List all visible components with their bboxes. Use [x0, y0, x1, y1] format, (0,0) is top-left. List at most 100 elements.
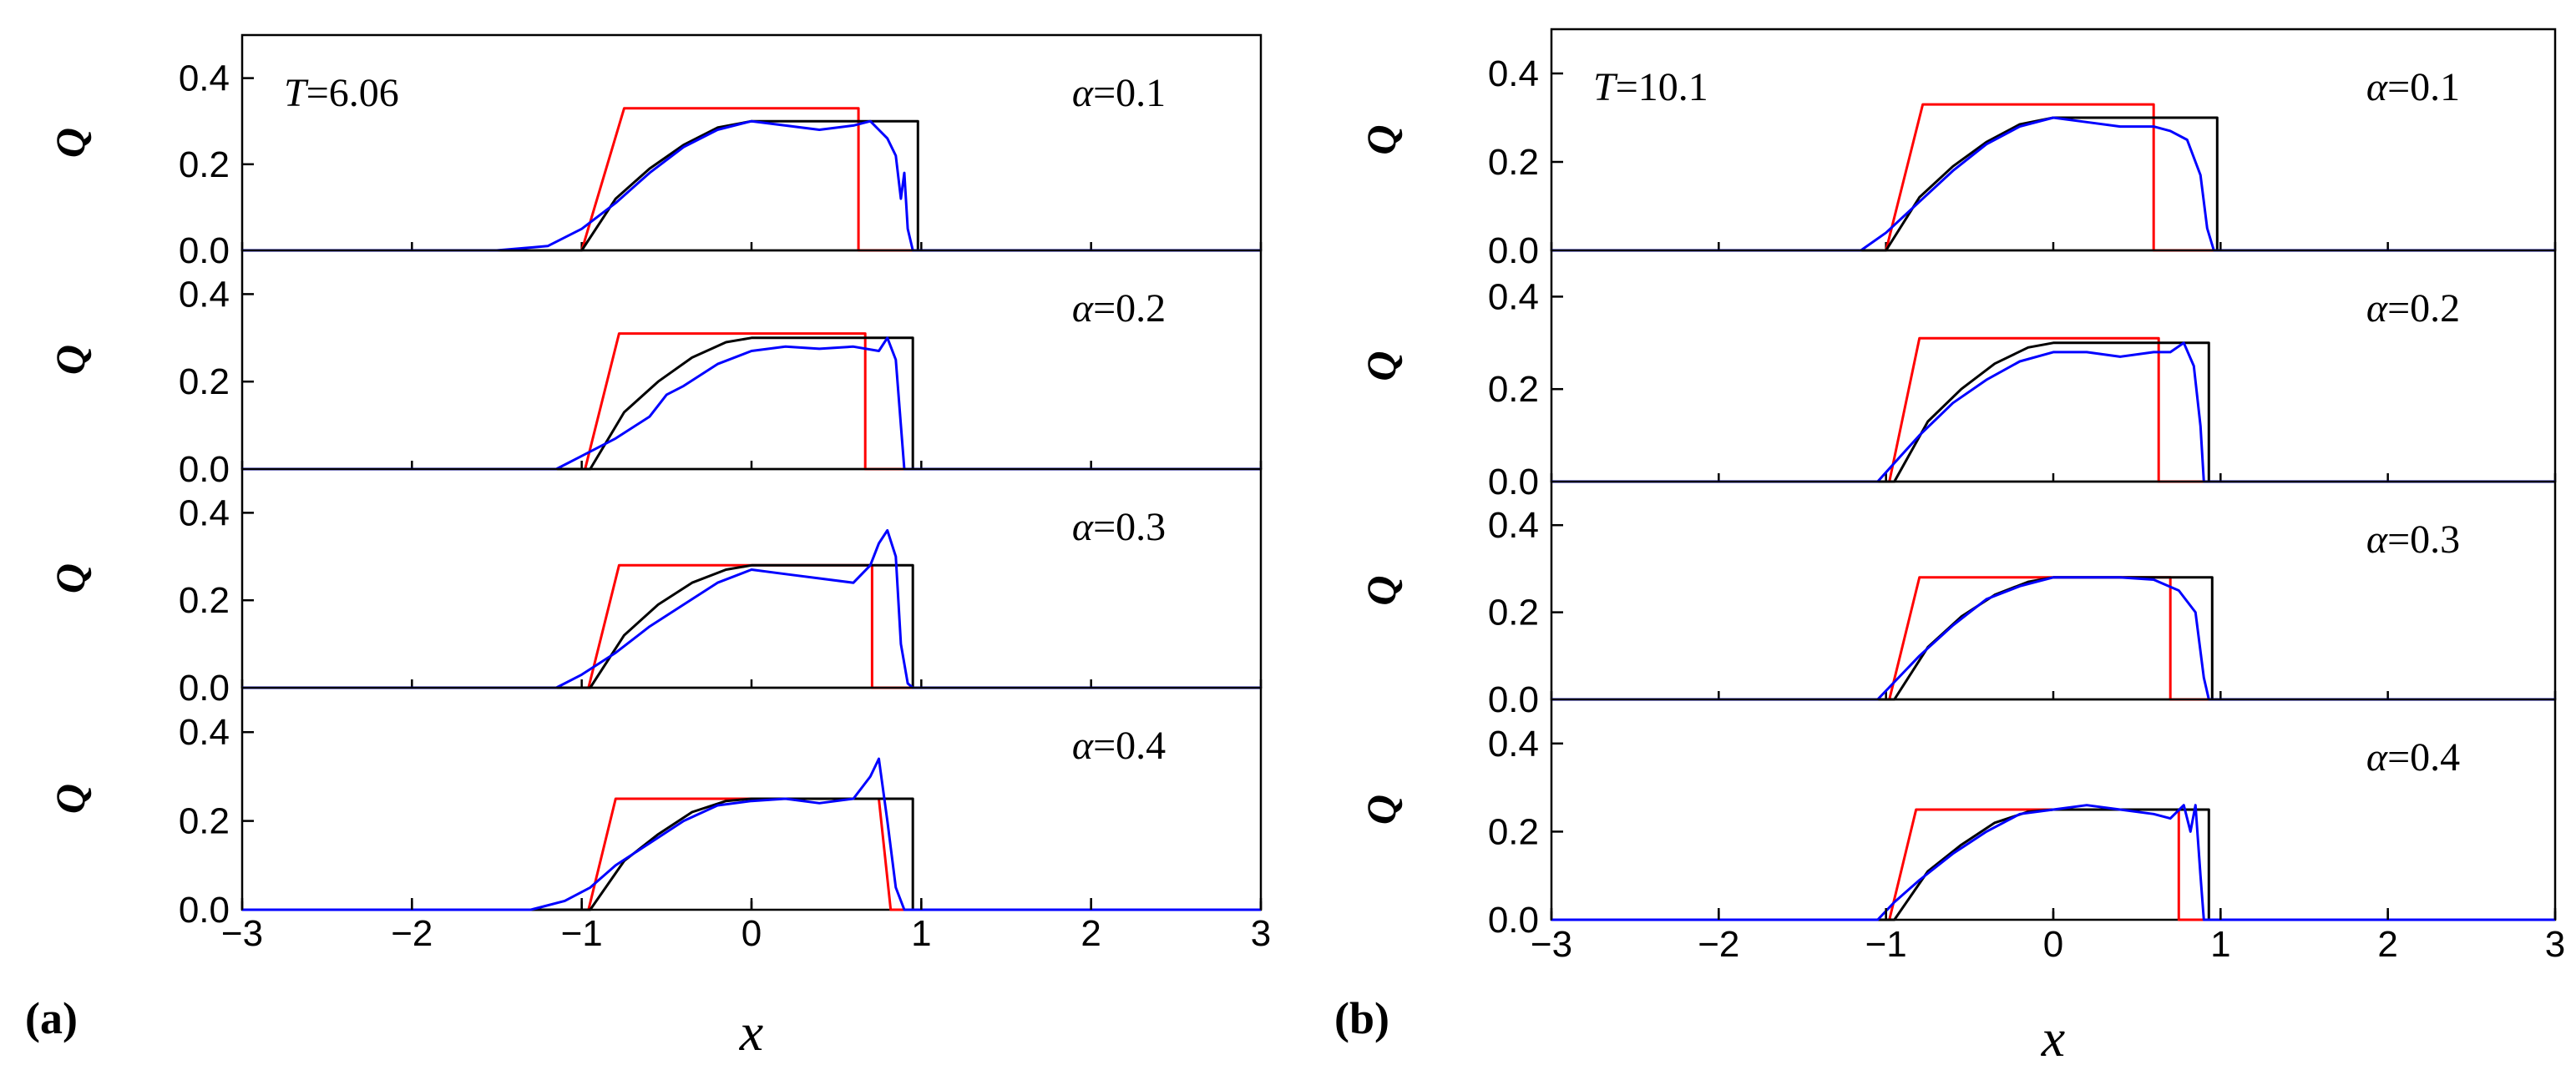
y-axis-label: Q: [47, 784, 94, 814]
series-blue-line: [242, 336, 1261, 471]
y-tick-label: 0.0: [179, 890, 230, 931]
series-black-line: [242, 563, 1261, 689]
y-tick-label: 0.2: [179, 580, 230, 621]
y-axis-label: Q: [1358, 795, 1404, 825]
y-tick-label: 0.2: [1488, 142, 1539, 183]
y-axis-label: Q: [47, 128, 94, 158]
series-black-line: [1551, 808, 2555, 921]
x-tick-label: −3: [1531, 924, 1572, 965]
panel-b: 0.00.20.4Qα=0.1T=10.10.00.20.4Qα=0.20.00…: [1334, 28, 2565, 1067]
series-red-line: [1551, 808, 2555, 921]
alpha-label: α=0.3: [2366, 517, 2460, 562]
x-tick-label: −1: [1865, 924, 1907, 965]
subplot-alpha-4: 0.0 0.2 0.4 Qα=0.4: [47, 686, 1263, 931]
y-axis-label: Q: [1358, 124, 1404, 154]
y-tick-label: 0.4: [1488, 53, 1539, 94]
plot-frame: [240, 467, 1263, 689]
plot-frame: [1550, 28, 2557, 252]
alpha-label: α=0.4: [2366, 735, 2460, 780]
series-blue-line: [1551, 116, 2555, 252]
subplot-alpha-3: 0.0 0.2 0.4 Qα=0.3: [1358, 480, 2557, 720]
y-tick-label: 0.4: [179, 58, 230, 99]
y-tick-label: 0.4: [179, 712, 230, 753]
subplot-alpha-2: 0.0 0.2 0.4 Qα=0.2: [1358, 249, 2557, 502]
x-tick-label: 0: [741, 913, 762, 954]
series-black-line: [242, 336, 1261, 471]
series-blue-line: [1551, 576, 2555, 701]
series-black-line: [1551, 341, 2555, 483]
y-tick-label: 0.0: [1488, 900, 1539, 941]
alpha-label: α=0.1: [2366, 65, 2460, 109]
y-tick-label: 0.0: [179, 230, 230, 271]
series-red-line: [242, 563, 1261, 689]
plot-frame: [240, 249, 1263, 471]
x-tick-label: 1: [2210, 924, 2230, 965]
series-blue-line: [1551, 341, 2555, 483]
y-tick-label: 0.2: [1488, 369, 1539, 410]
alpha-label: α=0.4: [1072, 724, 1166, 768]
y-tick-label: 0.2: [179, 144, 230, 185]
x-axis-label: x: [2041, 1008, 2065, 1067]
series-red-line: [242, 797, 1261, 911]
panel-label: (a): [25, 993, 78, 1043]
x-tick-label: 2: [2377, 924, 2397, 965]
y-axis-label: Q: [47, 563, 94, 593]
panel-label: (b): [1334, 993, 1389, 1043]
time-label: T=10.1: [1593, 65, 1708, 109]
x-tick-label: −2: [1698, 924, 1739, 965]
x-tick-label: 3: [2545, 924, 2565, 965]
alpha-label: α=0.2: [1072, 286, 1166, 331]
y-tick-label: 0.0: [1488, 462, 1539, 502]
y-tick-label: 0.4: [179, 492, 230, 533]
y-tick-label: 0.2: [1488, 593, 1539, 633]
x-tick-label: −2: [391, 913, 433, 954]
x-tick-label: −3: [221, 913, 263, 954]
y-tick-label: 0.0: [179, 668, 230, 709]
plot-frame: [1550, 249, 2557, 483]
y-tick-label: 0.4: [1488, 505, 1539, 546]
panel-a: 0.00.20.4Qα=0.1T=6.060.00.20.4Qα=0.20.00…: [25, 33, 1271, 1062]
x-tick-label: 2: [1081, 913, 1101, 954]
series-black-line: [1551, 576, 2555, 701]
y-tick-label: 0.4: [179, 274, 230, 315]
series-blue-line: [242, 757, 1261, 911]
series-blue-line: [242, 119, 1261, 252]
subplot-alpha-2: 0.0 0.2 0.4 Qα=0.2: [47, 249, 1263, 490]
series-black-line: [242, 797, 1261, 911]
y-tick-label: 0.4: [1488, 276, 1539, 317]
subplot-alpha-1: 0.0 0.2 0.4 Qα=0.1 T=6.06: [47, 33, 1263, 271]
y-tick-label: 0.2: [1488, 811, 1539, 852]
time-label: T=6.06: [284, 71, 399, 115]
y-tick-label: 0.0: [179, 449, 230, 490]
subplot-alpha-1: 0.0 0.2 0.4 Qα=0.1 T=10.1: [1358, 28, 2557, 271]
y-tick-label: 0.0: [1488, 230, 1539, 271]
alpha-label: α=0.3: [1072, 505, 1166, 549]
series-black-line: [242, 119, 1261, 252]
plot-frame: [1550, 480, 2557, 701]
series-red-line: [242, 107, 1261, 252]
series-red-line: [1551, 576, 2555, 701]
x-tick-label: 0: [2043, 924, 2063, 965]
x-tick-label: 1: [911, 913, 931, 954]
y-axis-label: Q: [1358, 351, 1404, 381]
plot-frame: [240, 33, 1263, 252]
y-tick-label: 0.2: [179, 801, 230, 842]
y-axis-label: Q: [47, 345, 94, 375]
series-blue-line: [242, 528, 1261, 689]
x-tick-label: −1: [561, 913, 603, 954]
y-tick-label: 0.2: [179, 361, 230, 402]
x-tick-label: 3: [1251, 913, 1271, 954]
series-blue-line: [1551, 804, 2555, 921]
subplot-alpha-3: 0.0 0.2 0.4 Qα=0.3: [47, 467, 1263, 709]
series-black-line: [1551, 116, 2555, 252]
series-red-line: [1551, 336, 2555, 483]
alpha-label: α=0.1: [1072, 71, 1166, 115]
y-axis-label: Q: [1358, 575, 1404, 605]
series-red-line: [1551, 103, 2555, 252]
alpha-label: α=0.2: [2366, 286, 2460, 331]
x-axis-label: x: [739, 1002, 763, 1062]
series-red-line: [242, 332, 1261, 471]
y-tick-label: 0.4: [1488, 724, 1539, 765]
y-tick-label: 0.0: [1488, 679, 1539, 720]
